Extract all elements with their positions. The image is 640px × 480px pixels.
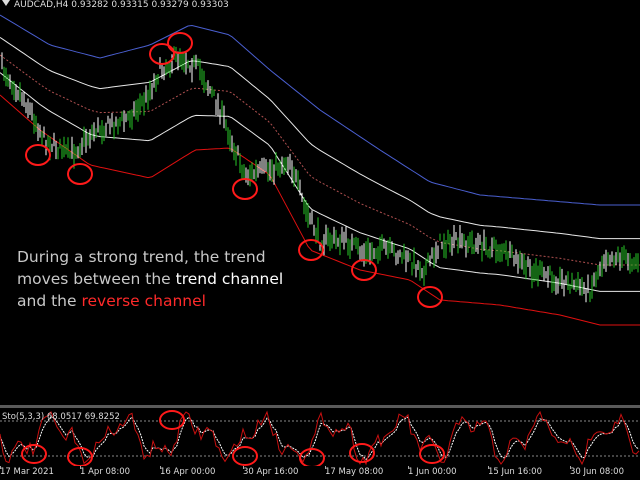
high-price: 0.93315 [111, 0, 149, 10]
touch-marker-circle [417, 286, 443, 308]
time-axis-tick [488, 466, 489, 469]
subwindow-separator[interactable] [0, 405, 640, 408]
time-axis-tick [160, 466, 161, 469]
chart-annotation: During a strong trend, the trend moves b… [17, 246, 283, 312]
annotation-line-3: and the reverse channel [17, 290, 283, 312]
time-axis-label: 30 Apr 16:00 [243, 467, 299, 477]
time-axis-label: 16 Apr 00:00 [160, 467, 216, 477]
price-chart-canvas [0, 14, 640, 326]
stochastic-marker-circle [349, 443, 375, 463]
price-chart[interactable] [0, 0, 640, 405]
touch-marker-circle [67, 163, 93, 185]
chart-symbol-header: AUDCAD,H4 0.93282 0.93315 0.93279 0.9330… [2, 0, 229, 10]
trend-channel-lower-line [0, 72, 640, 292]
time-axis-tick [570, 466, 571, 469]
collapse-triangle-icon[interactable] [2, 0, 10, 6]
touch-marker-circle [298, 239, 324, 261]
stochastic-marker-circle [232, 446, 258, 466]
time-axis-tick [80, 466, 81, 469]
low-price: 0.93279 [151, 0, 189, 10]
time-axis-tick [408, 466, 409, 469]
touch-marker-circle [25, 144, 51, 166]
stochastic-label: Sto(5,3,3) 68.0517 69.8252 [2, 412, 120, 422]
time-axis: 17 Mar 2021 1 Apr 08:00 16 Apr 00:00 30 … [0, 466, 640, 480]
time-axis-label: 17 Mar 2021 [0, 467, 54, 477]
time-axis-tick [325, 466, 326, 469]
trend-channel-label: trend channel [175, 270, 284, 288]
touch-marker-circle [167, 32, 193, 54]
stochastic-marker-circle [299, 448, 325, 466]
time-axis-label: 15 Jun 16:00 [488, 467, 542, 477]
middle-band-line [0, 54, 640, 266]
time-axis-label: 1 Jun 00:00 [408, 467, 457, 477]
stochastic-main-line [0, 410, 640, 466]
annotation-line-2: moves between the trend channel [17, 268, 283, 290]
stochastic-marker-circle [419, 444, 445, 464]
stochastic-marker-circle [67, 447, 93, 466]
reverse-channel-label: reverse channel [81, 292, 206, 310]
stochastic-subwindow[interactable] [0, 408, 640, 466]
touch-marker-circle [351, 259, 377, 281]
close-price: 0.93303 [191, 0, 229, 10]
stochastic-signal-line [0, 416, 640, 461]
annotation-line-3-prefix: and the [17, 292, 82, 310]
time-axis-tick [243, 466, 244, 469]
time-axis-label: 30 Jun 08:00 [570, 467, 624, 477]
annotation-line-1: During a strong trend, the trend [17, 248, 266, 266]
upper-band-line [0, 14, 640, 206]
touch-marker-circle [232, 178, 258, 200]
time-axis-label: 17 May 08:00 [325, 467, 384, 477]
reverse-channel-line [0, 94, 640, 326]
symbol-timeframe: AUDCAD,H4 [14, 0, 69, 10]
time-axis-tick [0, 466, 1, 469]
annotation-line-2-prefix: moves between the [17, 270, 176, 288]
time-axis-label: 1 Apr 08:00 [80, 467, 131, 477]
stochastic-marker-circle [21, 444, 47, 464]
stochastic-canvas [0, 410, 640, 466]
open-price: 0.93282 [71, 0, 109, 10]
trend-channel-upper-line [0, 36, 640, 240]
touch-marker-circle [149, 43, 175, 65]
stochastic-marker-circle [159, 410, 185, 430]
